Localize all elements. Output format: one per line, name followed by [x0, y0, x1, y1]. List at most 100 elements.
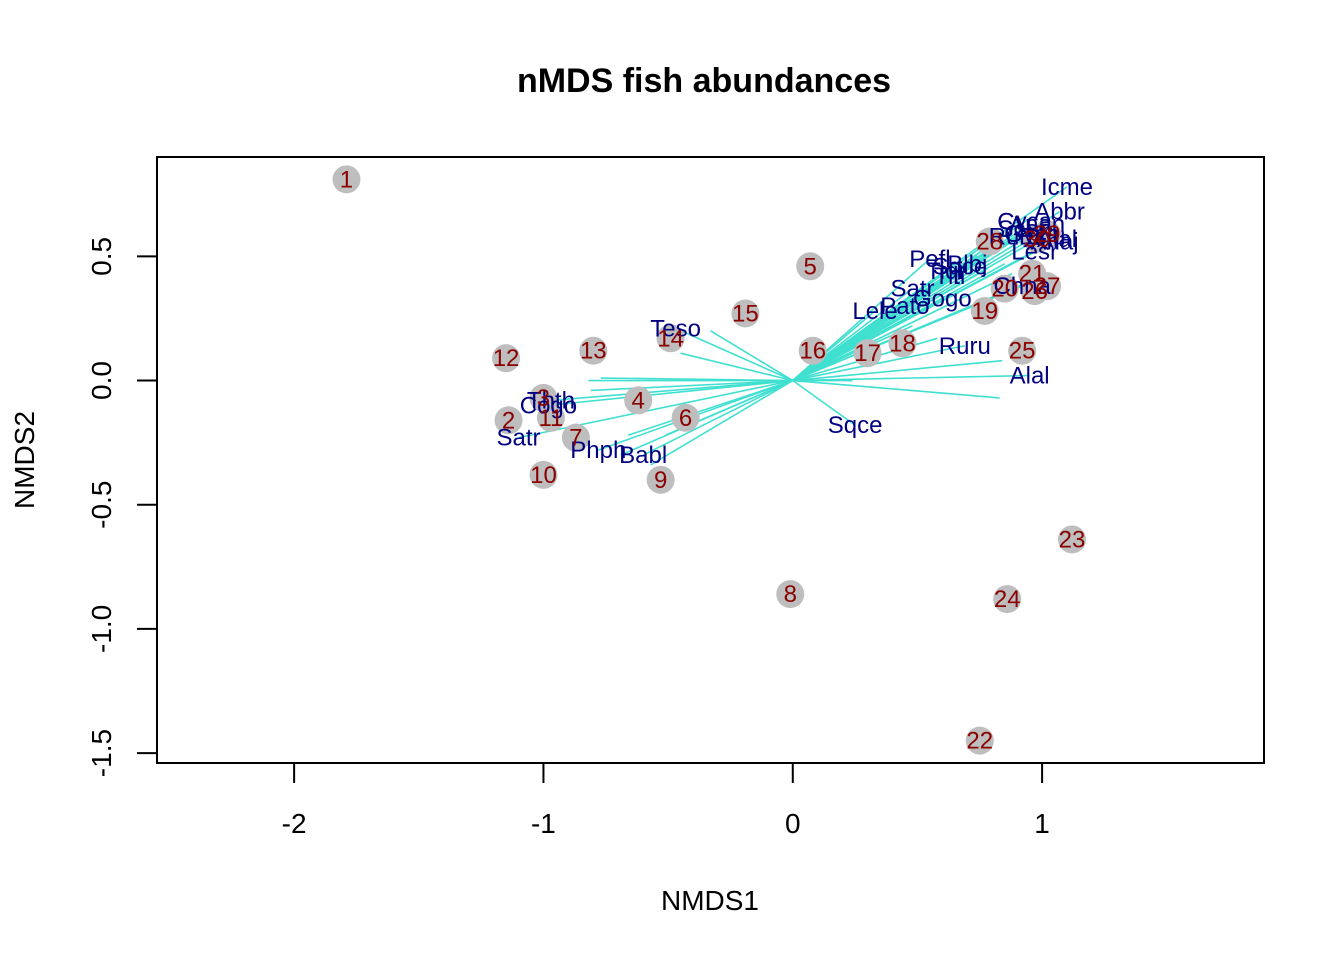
species-vector — [650, 379, 794, 466]
site-label: 6 — [679, 405, 692, 432]
species-label: Satr — [497, 425, 541, 452]
site-point — [494, 406, 523, 435]
species-label: Ruru — [989, 223, 1041, 250]
site-point — [993, 585, 1022, 614]
x-tick-label: 1 — [1034, 808, 1050, 839]
site-point — [975, 227, 1004, 256]
species-label: Teso — [650, 315, 701, 342]
chart-title: nMDS fish abundances — [517, 62, 891, 100]
x-tick-label: -1 — [531, 808, 556, 839]
species-vector — [590, 379, 793, 392]
site-label: 13 — [580, 338, 607, 365]
site-point — [853, 339, 882, 368]
species-vector — [792, 310, 876, 382]
species-vector — [710, 330, 794, 382]
species-vector — [675, 327, 794, 382]
site-label: 27 — [1034, 273, 1061, 300]
species-vector — [792, 225, 1053, 382]
species-vector — [620, 379, 794, 456]
site-point — [798, 336, 827, 365]
site-point — [731, 299, 760, 328]
y-tick-label: -1.0 — [86, 605, 117, 653]
site-label: 24 — [994, 586, 1021, 613]
site-label: 17 — [854, 340, 881, 367]
species-label: Sqce — [932, 253, 987, 280]
species-vector — [600, 377, 793, 382]
site-label: 28 — [976, 228, 1003, 255]
species-label: Alal — [1037, 226, 1077, 253]
species-label: Eslu — [1019, 223, 1066, 250]
site-point — [1033, 272, 1062, 301]
site-point — [492, 344, 521, 373]
site-point — [536, 403, 565, 432]
site-point — [776, 580, 805, 609]
site-label: 12 — [493, 345, 520, 372]
site-point — [646, 465, 675, 494]
species-labels: IcmeAbbrCycaAnanScerGyceEsluRuruAlalAnaj… — [497, 174, 1094, 469]
site-label: 21 — [1019, 261, 1046, 288]
species-label: Satr — [890, 276, 934, 303]
site-label: 15 — [732, 300, 759, 327]
species-vector — [680, 352, 793, 382]
site-point — [561, 423, 590, 452]
site-point — [1023, 224, 1052, 253]
species-label: Pato — [880, 293, 929, 320]
site-points — [332, 165, 1087, 755]
species-vector — [792, 379, 856, 426]
species-label: Chna — [993, 273, 1051, 300]
site-point — [796, 252, 825, 281]
x-tick-label: 0 — [785, 808, 801, 839]
y-tick-label: 0.5 — [86, 237, 117, 276]
site-label: 2 — [502, 407, 515, 434]
x-axis: -2 -1 0 1 — [282, 762, 1050, 839]
species-vector — [792, 359, 1003, 382]
species-label: Blbj — [947, 251, 987, 278]
site-label: 11 — [538, 405, 563, 432]
site-point — [970, 296, 999, 325]
species-vector — [792, 344, 965, 382]
species-label: Cogo — [520, 392, 577, 419]
site-point — [965, 726, 994, 755]
site-label: 1 — [340, 166, 353, 193]
site-label: 25 — [1009, 338, 1036, 365]
species-label: Gyce — [1004, 221, 1060, 248]
species-vector — [627, 379, 794, 436]
species-label: Tiqi — [926, 258, 964, 285]
species-label: Alal — [1010, 363, 1050, 390]
species-label: Abbr — [1034, 199, 1085, 226]
site-point — [624, 386, 653, 415]
x-tick-label: -2 — [282, 808, 307, 839]
species-vector — [518, 379, 793, 439]
site-label: 10 — [530, 462, 557, 489]
site-label: 29 — [1034, 221, 1061, 248]
site-label: 7 — [569, 425, 582, 452]
site-label: 19 — [971, 298, 998, 325]
site-point — [656, 324, 685, 353]
species-label: Gogo — [913, 286, 972, 313]
site-label: 14 — [657, 325, 684, 352]
y-tick-label: -1.5 — [86, 729, 117, 777]
species-vector — [792, 379, 1000, 399]
site-label: 8 — [784, 581, 797, 608]
species-label: Lele — [852, 298, 897, 325]
species-vector — [792, 230, 1001, 382]
species-label: Sqce — [828, 412, 883, 439]
site-label: 23 — [1059, 526, 1086, 553]
site-point — [332, 165, 361, 194]
y-tick-label: -0.5 — [86, 481, 117, 529]
species-label: Pefl — [909, 246, 950, 273]
species-label: Anaj — [1031, 228, 1079, 255]
site-label: 16 — [799, 338, 826, 365]
species-vector — [792, 322, 883, 382]
species-label: Thth — [527, 387, 575, 414]
site-point — [579, 336, 608, 365]
site-label: 30 — [1024, 226, 1051, 253]
species-label: Babl — [619, 442, 667, 469]
y-axis: -1.5 -1.0 -0.5 0.0 0.5 — [86, 237, 158, 777]
species-vector — [792, 374, 1030, 382]
species-label: Icme — [1041, 174, 1093, 201]
species-label: Titi — [934, 263, 965, 290]
plot-frame — [156, 156, 1265, 764]
site-label: 9 — [654, 467, 667, 494]
